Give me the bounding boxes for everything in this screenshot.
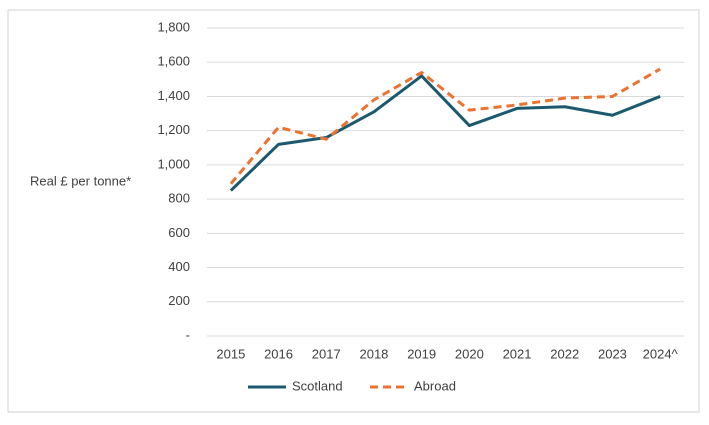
x-tick-label: 2020 (455, 346, 484, 361)
y-tick-label: - (186, 327, 190, 342)
y-tick-label: 400 (168, 259, 190, 274)
chart-border (7, 9, 700, 413)
y-tick-label: 1,000 (157, 156, 190, 171)
legend-label: Abroad (414, 378, 456, 393)
data-line (229, 74, 661, 192)
data-line (229, 67, 661, 185)
y-tick-label: 1,400 (157, 88, 190, 103)
y-tick-label: 200 (168, 293, 190, 308)
x-tick-label: 2018 (359, 346, 388, 361)
y-tick-label: 1,600 (157, 54, 190, 69)
x-tick-label: 2015 (216, 346, 245, 361)
y-tick-label: 1,200 (157, 122, 190, 137)
x-tick-label: 2023 (598, 346, 627, 361)
x-tick-label: 2024^ (643, 346, 679, 361)
x-tick-label: 2016 (264, 346, 293, 361)
x-tick-label: 2021 (503, 346, 532, 361)
x-tick-label: 2022 (550, 346, 579, 361)
y-axis-label: Real £ per tonne* (30, 173, 131, 188)
legend-label: Scotland (292, 378, 343, 393)
y-tick-label: 600 (168, 225, 190, 240)
y-tick-label: 800 (168, 191, 190, 206)
x-tick-label: 2019 (407, 346, 436, 361)
x-tick-label: 2017 (312, 346, 341, 361)
y-tick-label: 1,800 (157, 19, 190, 34)
